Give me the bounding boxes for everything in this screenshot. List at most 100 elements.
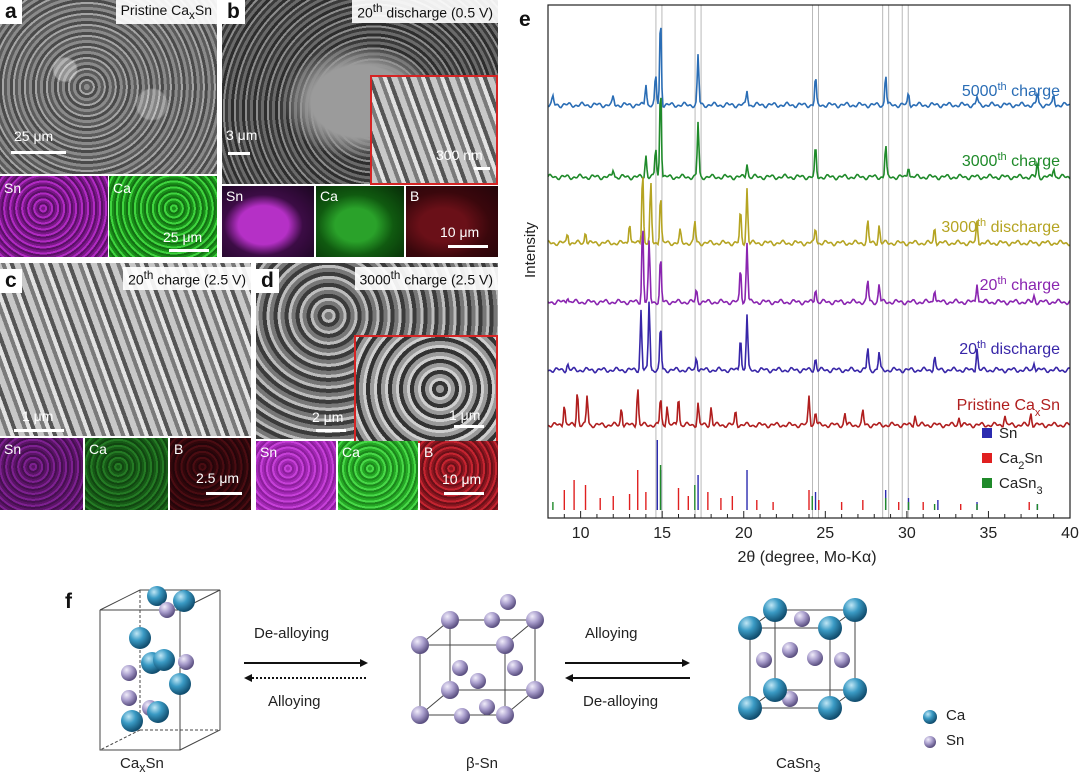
legend-ca-label: Ca <box>946 707 966 724</box>
sn-atom <box>479 699 495 715</box>
panel-d-inset-scale-label: 1 μm <box>449 407 481 423</box>
series-line <box>547 27 1071 109</box>
series-line <box>547 177 1071 247</box>
panel-a-letter: a <box>0 0 22 24</box>
crystal-structures <box>99 586 937 751</box>
panel-c-scale-label: 1 μm <box>22 408 54 424</box>
xrd-chart: e Intensity 2θ (degree, Mo-Kα) 10 15 20 25 3… <box>519 4 1079 566</box>
x-tick-label: 30 <box>898 525 916 542</box>
series-label: 20th charge <box>980 275 1060 294</box>
panel-b-title: 20th discharge (0.5 V) <box>352 0 498 23</box>
legend-swatch <box>982 478 992 488</box>
sn-atom <box>470 673 486 689</box>
ca-atom <box>738 616 762 640</box>
panel-b-inset-scale-label: 300 nm <box>436 147 483 163</box>
sn-atom <box>807 650 823 666</box>
x-tick-label: 15 <box>653 525 671 542</box>
panel-b-inset: 300 nm <box>370 75 498 185</box>
guide-lines <box>655 4 909 519</box>
map-label-ca: Ca <box>342 444 360 460</box>
ca-atom <box>843 598 867 622</box>
ca-legend-swatch <box>923 710 937 724</box>
caption-beta-sn: β-Sn <box>466 755 498 772</box>
element-map-b <box>170 438 251 510</box>
arrow2-top-label: Alloying <box>585 625 638 642</box>
map-label-b: B <box>174 441 184 457</box>
arrow1-top-label: De-alloying <box>254 625 330 642</box>
map-label-b: B <box>410 188 420 204</box>
sn-atom <box>411 706 429 724</box>
legend-swatch <box>982 453 992 463</box>
x-tick-label: 10 <box>572 525 590 542</box>
map-label-sn: Sn <box>4 441 22 457</box>
ca-atom <box>121 710 143 732</box>
sn-atom <box>441 681 459 699</box>
xrd-axes: 10 15 20 25 30 35 40 <box>547 4 1079 542</box>
ca-atom <box>818 616 842 640</box>
panel-a-scale-bar <box>11 151 66 154</box>
panel-b-scale-bar <box>228 152 250 155</box>
ca-atom <box>763 598 787 622</box>
panel-c-scale-bar <box>14 429 64 432</box>
atoms-casn3 <box>738 598 867 720</box>
legend-label: Sn <box>999 425 1017 442</box>
ca-atom <box>169 673 191 695</box>
sn-atom <box>496 636 514 654</box>
panel-d-inset: 1 μm <box>354 335 498 443</box>
map-label-ca: Ca <box>89 441 107 457</box>
ca-atom <box>147 586 167 606</box>
panel-b-letter: b <box>222 0 245 24</box>
ca-atom <box>843 678 867 702</box>
panel-a-map-scale-label: 25 μm <box>163 229 203 245</box>
element-map-ca <box>85 438 168 510</box>
sn-atom <box>484 612 500 628</box>
panel-b-scale-label: 3 μm <box>226 127 258 143</box>
caption-caxsn: CaxSn <box>120 755 164 775</box>
element-map-sn <box>222 186 314 257</box>
map-label-sn: Sn <box>260 444 278 460</box>
series-label: 20th discharge <box>959 339 1060 358</box>
sn-atom <box>526 611 544 629</box>
sn-atom <box>500 594 516 610</box>
panel-c-title: 20th charge (2.5 V) <box>123 267 251 290</box>
sn-atom <box>756 652 772 668</box>
x-axis-label: 2θ (degree, Mo-Kα) <box>737 549 876 566</box>
caption-casn3: CaSn3 <box>776 755 821 775</box>
xrd-series-group <box>547 27 1071 429</box>
panel-a-title: Pristine CaxSn <box>115 0 217 24</box>
sn-atom <box>452 660 468 676</box>
arrow-alloying-1 <box>244 674 368 682</box>
sn-atom <box>526 681 544 699</box>
guide-line <box>694 4 702 519</box>
sn-atom <box>159 602 175 618</box>
panel-a: a Pristine CaxSn 25 μm Sn Ca 25 μm <box>0 0 217 257</box>
sn-atom <box>507 660 523 676</box>
panel-b-inset-scale-bar <box>474 167 490 170</box>
element-map-sn <box>0 176 108 257</box>
element-map-sn <box>256 441 336 510</box>
panel-d-map-scale-bar <box>444 492 484 495</box>
panel-d-map-scale-label: 10 μm <box>442 471 482 487</box>
arrow1-bottom-label: Alloying <box>268 693 321 710</box>
map-label-sn: Sn <box>226 188 244 204</box>
panel-a-map-scale-bar <box>169 249 209 252</box>
series-label: Pristine CaxSn <box>957 397 1060 419</box>
ca-atom <box>818 696 842 720</box>
sem-image-pristine <box>0 0 217 174</box>
panel-d-scale-label: 2 μm <box>312 409 344 425</box>
arrow-dealloying-1 <box>244 659 368 667</box>
panel-d-inset-scale-bar <box>454 425 484 428</box>
atom-legend <box>923 710 937 748</box>
sem-image-20th-charge <box>0 263 251 436</box>
element-map-ca <box>338 441 418 510</box>
panel-b-map-scale-label: 10 μm <box>440 224 480 240</box>
sn-atom <box>441 611 459 629</box>
sn-atom <box>121 690 137 706</box>
panel-d-letter: d <box>256 269 279 293</box>
panel-f-letter: f <box>60 590 77 614</box>
sn-atom <box>121 665 137 681</box>
x-tick-label: 35 <box>980 525 998 542</box>
ca-atom <box>153 649 175 671</box>
map-label-sn: Sn <box>4 180 22 196</box>
legend-label: Ca2Sn <box>999 450 1043 472</box>
